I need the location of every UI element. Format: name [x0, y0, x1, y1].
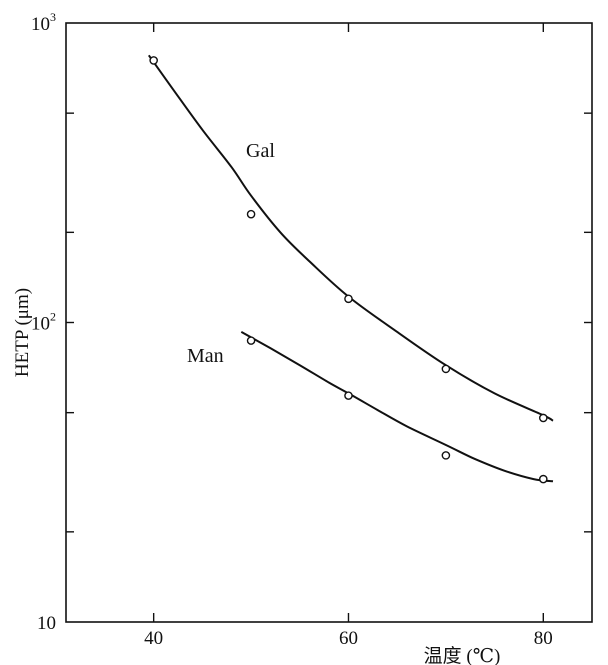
x-tick-label: 60 [339, 628, 358, 649]
series-curve-gal [147, 54, 554, 422]
x-axis-label: 温度 (℃) [424, 645, 501, 665]
data-point-man [538, 474, 548, 484]
data-point-man [246, 336, 256, 345]
data-point-gal [149, 56, 158, 65]
data-point-gal [441, 364, 451, 374]
y-tick-label: 102 [31, 310, 56, 335]
plot-frame [65, 22, 593, 623]
data-point-man [441, 451, 451, 460]
y-axis-label: HETP (μm) [12, 288, 33, 377]
data-point-man [344, 391, 353, 400]
data-point-gal [246, 209, 256, 219]
y-tick-label: 10 [37, 613, 56, 634]
x-tick-label: 80 [534, 628, 553, 649]
y-tick-label: 103 [31, 10, 56, 35]
series-label-gal: Gal [246, 140, 275, 162]
series-label-man: Man [187, 345, 224, 367]
data-point-gal [538, 413, 548, 423]
data-point-gal [344, 294, 353, 304]
series-curve-man [240, 331, 554, 483]
x-tick-label: 40 [144, 628, 163, 649]
